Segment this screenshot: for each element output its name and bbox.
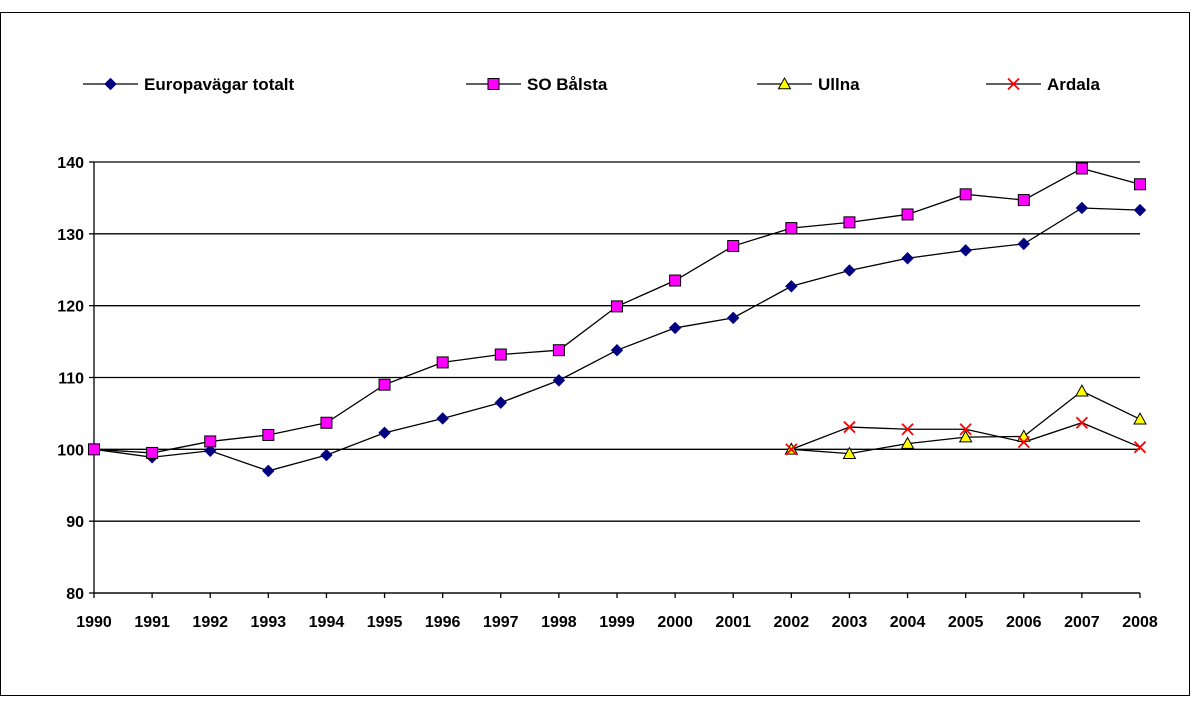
x-tick-label: 1990 [76, 614, 112, 631]
data-point [785, 280, 798, 293]
data-point [843, 264, 856, 277]
legend-marker [104, 77, 117, 91]
y-tick-label: 110 [58, 371, 84, 388]
data-point [1017, 194, 1030, 207]
series-markers [87, 162, 1147, 478]
data-point [1134, 178, 1146, 191]
data-point [1133, 441, 1147, 454]
data-point [785, 443, 798, 456]
data-point [494, 396, 507, 409]
data-point [1075, 416, 1089, 429]
x-tick-label: 1999 [599, 614, 635, 631]
x-tick-label: 1998 [541, 614, 577, 631]
data-point [88, 443, 100, 456]
data-point [1075, 162, 1088, 175]
data-point [436, 356, 449, 369]
x-tick-label: 1995 [367, 614, 403, 631]
x-tick-label: 2005 [948, 614, 984, 631]
y-tick-label: 130 [57, 227, 84, 244]
data-point [494, 348, 507, 361]
data-point [668, 321, 682, 335]
x-tick-label: 2004 [890, 614, 926, 631]
data-point [378, 426, 391, 440]
legend-marker [777, 76, 792, 90]
data-point [958, 430, 973, 443]
data-point [901, 252, 914, 265]
data-point [204, 435, 217, 448]
y-tick-label: 90 [66, 514, 84, 531]
legend-marker [487, 78, 500, 90]
x-tick-label: 2000 [657, 614, 693, 631]
legend-label: Ardala [1047, 75, 1100, 94]
data-point [1017, 237, 1030, 251]
legend: Europavägar totalt SO Bålsta Ullna Ardala [83, 75, 1100, 94]
legend-label: Ullna [818, 75, 860, 94]
data-point [1075, 201, 1089, 215]
data-point [610, 343, 624, 357]
data-point [959, 188, 972, 201]
x-tick-label: 1997 [483, 614, 519, 631]
x-tick-label: 2001 [715, 614, 751, 631]
y-tick-label: 80 [66, 586, 84, 603]
data-point [436, 412, 449, 425]
y-tick-label: 140 [57, 155, 84, 172]
x-tick-label: 2008 [1122, 614, 1158, 631]
chart-border [0, 12, 1190, 696]
data-point [901, 423, 914, 436]
x-tick-label: 2003 [832, 614, 868, 631]
legend-label: SO Bålsta [527, 75, 608, 94]
x-tick-label: 1991 [134, 614, 170, 631]
data-point [552, 344, 565, 357]
x-tick-label: 2006 [1006, 614, 1042, 631]
data-point [727, 240, 740, 253]
x-tick-label: 1996 [425, 614, 461, 631]
data-point [959, 244, 972, 257]
data-point [959, 423, 972, 436]
data-point [378, 378, 391, 391]
x-tick-label: 2002 [774, 614, 810, 631]
data-point [262, 464, 275, 478]
data-point [785, 222, 798, 235]
data-point [842, 446, 857, 459]
data-point [843, 420, 856, 434]
x-tick-label: 1992 [192, 614, 228, 631]
legend-label: Europavägar totalt [144, 75, 295, 94]
data-point [320, 416, 333, 429]
y-tick-label: 100 [57, 442, 84, 459]
x-tick-label: 1993 [251, 614, 287, 631]
data-point [204, 444, 217, 457]
data-point [611, 300, 623, 313]
data-point [669, 274, 682, 287]
data-point [1017, 436, 1030, 449]
legend-marker [1007, 77, 1020, 91]
data-point [901, 208, 914, 221]
data-point [727, 311, 740, 325]
data-point [1133, 412, 1147, 425]
data-point [552, 374, 566, 387]
data-point [262, 428, 275, 441]
y-tick-label: 120 [57, 299, 84, 316]
x-tick-label: 2007 [1064, 614, 1100, 631]
data-point [900, 436, 915, 449]
x-tick-label: 1994 [309, 614, 345, 631]
data-point [843, 216, 856, 229]
x-axis: 1990 1991 1992 1993 1994 1995 1996 1997 1998 1999… [76, 592, 1158, 631]
data-point [320, 448, 333, 462]
y-axis: 80 90 100 110 120 130 140 [57, 155, 95, 603]
data-point [1075, 384, 1089, 397]
data-point [1133, 203, 1147, 217]
data-point [146, 446, 159, 459]
